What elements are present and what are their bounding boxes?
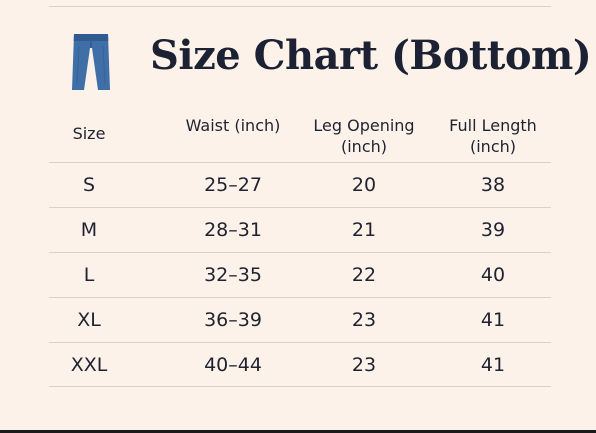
- cell-waist: 36–39: [204, 309, 262, 331]
- header-size: Size: [72, 124, 106, 143]
- top-divider: [49, 6, 551, 7]
- header-waist: Waist (inch): [177, 115, 289, 136]
- header-leg-line2: (inch): [340, 137, 387, 156]
- cell-leg-opening: 21: [351, 219, 377, 241]
- table-row: XL 36–39 23 41: [49, 297, 551, 342]
- cell-full-length: 41: [480, 309, 506, 331]
- header-waist-label: Waist (inch): [185, 116, 281, 135]
- cell-size: S: [82, 174, 96, 196]
- header-leg-line1: Leg Opening: [313, 116, 415, 135]
- header-length-line1: Full Length: [449, 116, 537, 135]
- header-full-length: Full Length (inch): [434, 115, 552, 157]
- bottom-border: [0, 430, 596, 433]
- cell-full-length: 40: [480, 264, 506, 286]
- cell-leg-opening: 22: [351, 264, 377, 286]
- cell-waist: 28–31: [204, 219, 262, 241]
- cell-size: L: [83, 264, 95, 286]
- cell-leg-opening: 23: [351, 354, 377, 376]
- size-table: Size Waist (inch) Leg Opening (inch) Ful…: [49, 112, 551, 387]
- cell-size: XL: [77, 309, 101, 331]
- header-leg-opening: Leg Opening (inch): [299, 115, 429, 157]
- cell-size: XXL: [70, 354, 108, 376]
- header-length-line2: (inch): [469, 137, 516, 156]
- cell-leg-opening: 20: [351, 174, 377, 196]
- cell-full-length: 39: [480, 219, 506, 241]
- page-title: Size Chart (Bottom): [150, 32, 592, 79]
- cell-waist: 32–35: [204, 264, 262, 286]
- cell-full-length: 38: [480, 174, 506, 196]
- cell-full-length: 41: [480, 354, 506, 376]
- cell-leg-opening: 23: [351, 309, 377, 331]
- cell-waist: 25–27: [204, 174, 262, 196]
- cell-waist: 40–44: [204, 354, 262, 376]
- table-row: XXL 40–44 23 41: [49, 342, 551, 387]
- cell-size: M: [80, 219, 98, 241]
- table-row: S 25–27 20 38: [49, 162, 551, 207]
- table-header: Size Waist (inch) Leg Opening (inch) Ful…: [49, 112, 551, 162]
- pants-icon: [72, 34, 110, 90]
- table-row: L 32–35 22 40: [49, 252, 551, 297]
- table-row: M 28–31 21 39: [49, 207, 551, 252]
